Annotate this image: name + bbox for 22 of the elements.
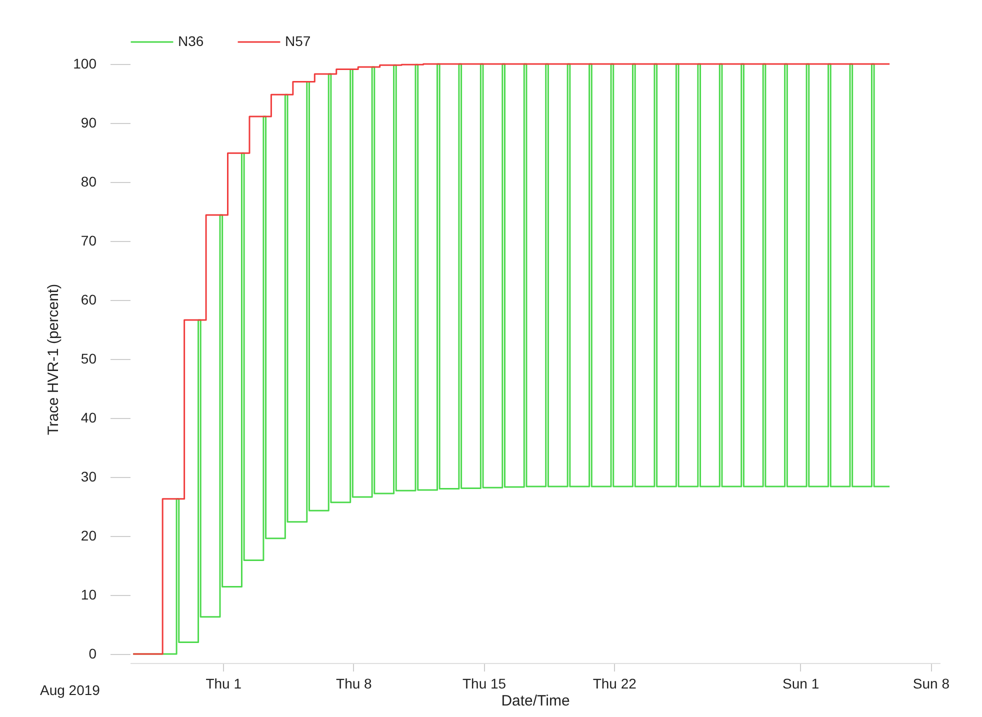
y-tick-label: 70 (80, 232, 97, 248)
x-tick-label: Sun 8 (912, 676, 950, 692)
x-tick-label: Sun 1 (782, 676, 820, 692)
x-tick-label: Thu 15 (462, 676, 506, 692)
y-tick-label: 90 (80, 114, 97, 130)
y-tick-label: 100 (73, 56, 97, 72)
x-tick-label: Thu 22 (592, 676, 637, 692)
y-tick-label: 0 (88, 646, 97, 662)
legend-label: N36 (178, 33, 204, 49)
y-tick-label: 30 (80, 468, 97, 484)
y-tick-label: 10 (80, 586, 97, 602)
x-axis-title: Date/Time (501, 692, 570, 710)
x-tick-label: Thu 8 (336, 676, 372, 692)
y-tick-label: 60 (80, 292, 97, 308)
y-axis-title: Trace HVR-1 (percent) (45, 284, 62, 436)
text: Aug 2019 (40, 682, 100, 698)
y-tick-label: 40 (80, 410, 97, 426)
y-tick-label: 80 (80, 174, 97, 190)
legend-label: N57 (285, 33, 311, 49)
y-tick-label: 20 (80, 528, 97, 544)
y-tick-label: 50 (80, 350, 97, 366)
x-tick-label: Thu 1 (206, 676, 242, 692)
